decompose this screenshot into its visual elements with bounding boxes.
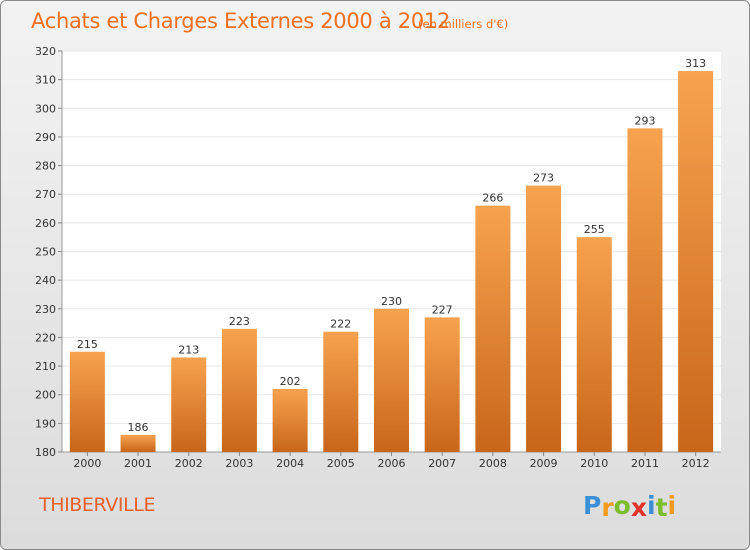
data-label: 293 — [634, 114, 655, 127]
data-label: 227 — [432, 303, 453, 316]
logo-letter: x — [630, 493, 647, 522]
bar-2004 — [272, 388, 308, 452]
x-tick-label: 2011 — [631, 457, 659, 470]
data-label: 186 — [128, 421, 149, 434]
data-label: 215 — [77, 338, 98, 351]
data-label: 223 — [229, 315, 250, 328]
x-tick-label: 2008 — [479, 457, 507, 470]
data-label: 230 — [381, 295, 402, 308]
y-tick-label: 320 — [35, 45, 56, 58]
x-tick-label: 2001 — [124, 457, 152, 470]
proxiti-logo: Proxiti — [583, 491, 677, 522]
bar-2003 — [221, 328, 257, 452]
bar-2009 — [526, 185, 562, 452]
data-label: 255 — [584, 223, 605, 236]
x-tick-label: 2012 — [682, 457, 710, 470]
logo-letter: P — [583, 491, 602, 520]
x-tick-label: 2002 — [175, 457, 203, 470]
y-tick-label: 180 — [35, 446, 56, 459]
data-label: 313 — [685, 57, 706, 70]
x-tick-label: 2003 — [225, 457, 253, 470]
logo-letter: i — [667, 491, 677, 520]
y-tick-label: 220 — [35, 331, 56, 344]
commune-name: THIBERVILLE — [39, 494, 156, 516]
data-label: 273 — [533, 172, 554, 185]
y-tick-label: 190 — [35, 417, 56, 430]
x-tick-label: 2005 — [327, 457, 355, 470]
logo-letter: i — [647, 491, 656, 520]
x-tick-label: 2004 — [276, 457, 304, 470]
bar-2001 — [120, 434, 156, 452]
logo-letter: o — [613, 491, 631, 520]
chart-title: Achats et Charges Externes 2000 à 2012 — [31, 9, 451, 33]
y-tick-label: 260 — [35, 217, 56, 230]
y-tick-label: 250 — [35, 246, 56, 259]
y-tick-label: 280 — [35, 160, 56, 173]
bar-2000 — [69, 351, 105, 452]
bar-2006 — [374, 308, 409, 452]
data-label: 266 — [482, 192, 503, 205]
bar-2005 — [323, 331, 359, 452]
x-tick-label: 2009 — [530, 457, 558, 470]
y-tick-label: 270 — [35, 188, 56, 201]
bar-2008 — [475, 205, 511, 452]
data-label: 213 — [178, 343, 199, 356]
y-tick-label: 290 — [35, 131, 56, 144]
x-tick-label: 2007 — [428, 457, 456, 470]
x-tick-label: 2000 — [73, 457, 101, 470]
bar-2007 — [424, 317, 460, 452]
data-label: 222 — [330, 318, 351, 331]
bar-2002 — [171, 357, 207, 452]
y-tick-label: 210 — [35, 360, 56, 373]
y-tick-label: 240 — [35, 274, 56, 287]
y-tick-label: 310 — [35, 74, 56, 87]
x-tick-label: 2010 — [580, 457, 608, 470]
y-tick-label: 230 — [35, 303, 56, 316]
logo-letter: t — [655, 493, 668, 522]
logo-letter: r — [601, 493, 614, 522]
data-label: 202 — [280, 375, 301, 388]
bar-2011 — [627, 128, 663, 452]
bar-2010 — [576, 237, 612, 452]
y-tick-label: 300 — [35, 102, 56, 115]
y-tick-label: 200 — [35, 389, 56, 402]
chart-subtitle: (en milliers d'€) — [418, 17, 509, 31]
bar-2012 — [678, 71, 714, 453]
x-tick-label: 2006 — [378, 457, 406, 470]
